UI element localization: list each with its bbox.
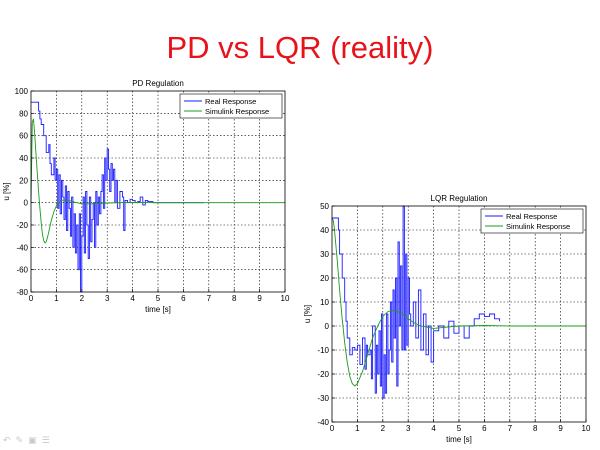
- pd-x-tick-label: 9: [257, 294, 262, 303]
- lqr-x-tick-label: 8: [533, 424, 538, 433]
- pd-y-tick-label: -40: [16, 243, 28, 252]
- lqr-legend-box: [480, 208, 584, 234]
- lqr-series-simulink: [331, 217, 586, 387]
- menu-icon[interactable]: ☰: [41, 436, 50, 446]
- lqr-x-tick-label: 0: [330, 424, 335, 433]
- pd-x-tick-label: 3: [105, 294, 110, 303]
- pd-legend-label-real: Real Response: [205, 97, 256, 106]
- pd-x-axis-label: time [s]: [145, 305, 171, 314]
- pd-chart: 0 1 2 3 4 5 6 7 8 9 10 -80 -60 -40 -20 0 20 40 60 80 100 PD R…: [2, 79, 290, 314]
- pd-x-tick-label: 0: [29, 294, 34, 303]
- pd-x-tick-label: 4: [130, 294, 135, 303]
- pd-y-tick-label: 100: [15, 87, 29, 96]
- pd-y-tick-label: 80: [19, 109, 28, 118]
- lqr-x-tick-label: 10: [582, 424, 591, 433]
- lqr-chart: 0 1 2 3 4 5 6 7 8 9 10 -40 -30 -20 -10 0 10 20 30 40 50 LQR R…: [303, 194, 591, 444]
- pd-plot-area: [31, 91, 285, 292]
- lqr-y-axis-label: u [%]: [303, 305, 312, 323]
- lqr-chart-title: LQR Regulation: [431, 194, 488, 203]
- lqr-x-tick-label: 3: [406, 424, 411, 433]
- lqr-y-tick-label: -20: [317, 370, 329, 379]
- lqr-y-tick-label: 10: [320, 298, 329, 307]
- lqr-x-tick-label: 4: [431, 424, 436, 433]
- lqr-x-tick-label: 7: [508, 424, 513, 433]
- lqr-y-tick-label: 50: [320, 202, 329, 211]
- slides-icon[interactable]: ▣: [28, 436, 37, 446]
- slide-title: PD vs LQR (reality): [166, 30, 434, 65]
- pd-x-tick-label: 8: [232, 294, 237, 303]
- pd-y-tick-label: 20: [19, 176, 28, 185]
- lqr-series-real: [332, 205, 501, 399]
- lqr-y-tick-label: -40: [317, 418, 329, 427]
- lqr-y-tick-label: 20: [320, 274, 329, 283]
- lqr-legend-label-real: Real Response: [506, 212, 557, 221]
- lqr-x-tick-label: 9: [558, 424, 563, 433]
- pd-x-tick-label: 1: [54, 294, 59, 303]
- lqr-x-tick-label: 5: [457, 424, 462, 433]
- pd-x-tick-label: 5: [156, 294, 161, 303]
- lqr-y-tick-label: -30: [317, 394, 329, 403]
- pd-y-tick-label: 0: [24, 199, 29, 208]
- pd-x-tick-label: 6: [181, 294, 186, 303]
- pd-chart-title: PD Regulation: [132, 79, 184, 88]
- pd-legend-box: [179, 93, 283, 119]
- pd-y-tick-label: 40: [19, 154, 28, 163]
- lqr-y-tick-label: 40: [320, 226, 329, 235]
- lqr-y-tick-label: -10: [317, 346, 329, 355]
- lqr-y-tick-label: 0: [325, 322, 330, 331]
- lqr-x-tick-label: 1: [355, 424, 360, 433]
- pd-x-tick-label: 2: [80, 294, 85, 303]
- lqr-y-tick-label: 30: [320, 250, 329, 259]
- pd-y-axis-label: u [%]: [2, 182, 11, 200]
- pd-legend-label-simulink: Simulink Response: [205, 107, 269, 116]
- lqr-x-tick-label: 6: [482, 424, 487, 433]
- pen-icon[interactable]: ✎: [15, 436, 24, 446]
- pd-y-tick-label: -80: [16, 288, 28, 297]
- lqr-x-tick-label: 2: [381, 424, 386, 433]
- pd-series-simulink: [30, 118, 285, 244]
- lqr-legend-label-simulink: Simulink Response: [506, 222, 570, 231]
- slide-nav: ↶ ✎ ▣ ☰: [3, 436, 50, 446]
- pd-y-tick-label: -60: [16, 266, 28, 275]
- lqr-x-axis-label: time [s]: [446, 435, 472, 444]
- pd-x-tick-label: 10: [281, 294, 290, 303]
- arrow-left-icon[interactable]: ↶: [3, 436, 11, 446]
- pd-x-tick-label: 7: [207, 294, 212, 303]
- pd-y-tick-label: 60: [19, 132, 28, 141]
- pd-series-real: [31, 101, 204, 293]
- pd-y-tick-label: -20: [16, 221, 28, 230]
